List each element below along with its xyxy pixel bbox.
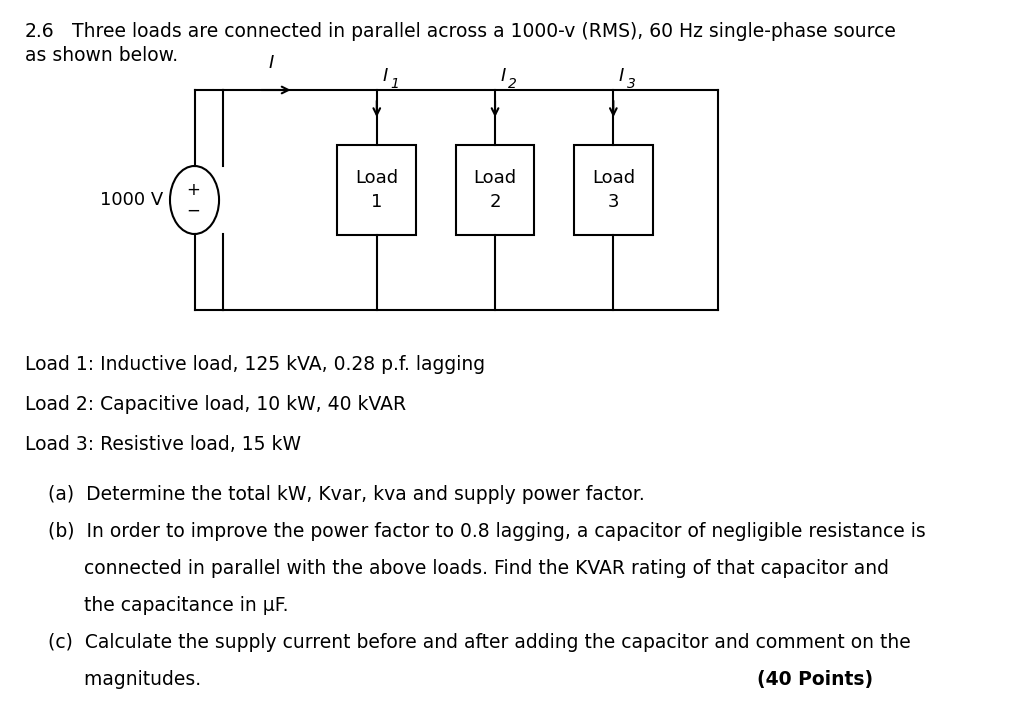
Text: (c)  Calculate the supply current before and after adding the capacitor and comm: (c) Calculate the supply current before … bbox=[48, 633, 911, 652]
Bar bbox=[337, 145, 416, 235]
Text: Load 1: Inductive load, 125 kVA, 0.28 p.f. lagging: Load 1: Inductive load, 125 kVA, 0.28 p.… bbox=[25, 355, 484, 374]
Text: I: I bbox=[618, 67, 624, 85]
Bar bbox=[456, 145, 535, 235]
Text: I: I bbox=[382, 67, 387, 85]
Text: Three loads are connected in parallel across a 1000-v (RMS), 60 Hz single-phase : Three loads are connected in parallel ac… bbox=[72, 22, 896, 41]
Text: as shown below.: as shown below. bbox=[25, 46, 177, 65]
Text: the capacitance in μF.: the capacitance in μF. bbox=[48, 596, 289, 615]
Text: magnitudes.: magnitudes. bbox=[48, 670, 202, 689]
Text: Load 3: Resistive load, 15 kW: Load 3: Resistive load, 15 kW bbox=[25, 435, 300, 454]
Text: (a)  Determine the total kW, Kvar, kva and supply power factor.: (a) Determine the total kW, Kvar, kva an… bbox=[48, 485, 645, 504]
Text: Load
3: Load 3 bbox=[592, 169, 635, 211]
Text: −: − bbox=[185, 202, 200, 220]
Text: Load
1: Load 1 bbox=[355, 169, 398, 211]
Bar bbox=[573, 145, 652, 235]
Text: 1: 1 bbox=[390, 77, 398, 91]
Text: (b)  In order to improve the power factor to 0.8 lagging, a capacitor of negligi: (b) In order to improve the power factor… bbox=[48, 522, 926, 541]
Text: 1000 V: 1000 V bbox=[99, 191, 163, 209]
Text: 2: 2 bbox=[508, 77, 517, 91]
Text: I: I bbox=[501, 67, 506, 85]
Text: Load 2: Capacitive load, 10 kW, 40 kVAR: Load 2: Capacitive load, 10 kW, 40 kVAR bbox=[25, 395, 406, 414]
Text: +: + bbox=[185, 181, 200, 199]
Text: connected in parallel with the above loads. Find the KVAR rating of that capacit: connected in parallel with the above loa… bbox=[48, 559, 889, 578]
Text: (40 Points): (40 Points) bbox=[757, 670, 872, 689]
Text: Load
2: Load 2 bbox=[473, 169, 517, 211]
Text: I: I bbox=[269, 54, 274, 72]
Text: 3: 3 bbox=[627, 77, 635, 91]
Text: 2.6: 2.6 bbox=[25, 22, 54, 41]
